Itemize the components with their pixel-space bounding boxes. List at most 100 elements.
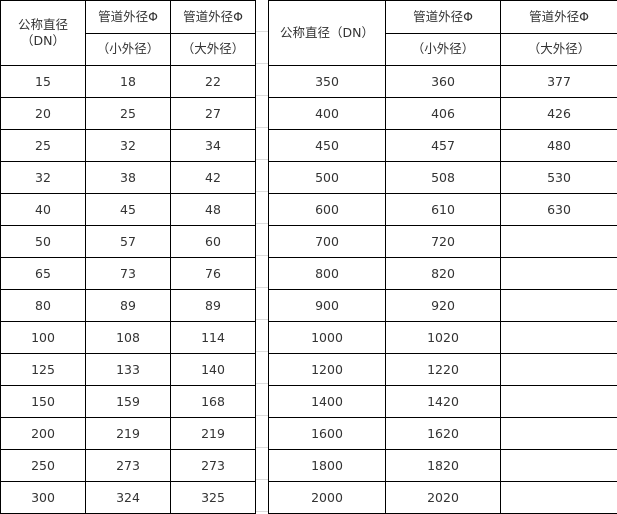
table-cell: 100 (1, 322, 86, 354)
table-cell: 1200 (269, 354, 386, 386)
table-cell: 76 (171, 258, 256, 290)
table-cell: 32 (86, 130, 171, 162)
table-cell: 2000 (269, 482, 386, 514)
table-cell: 45 (86, 194, 171, 226)
table-cell: 920 (386, 290, 501, 322)
table-cell (501, 450, 617, 482)
header-nominal-diameter: 公称直径（DN） (1, 1, 86, 66)
table-cell (501, 354, 617, 386)
table-cell: 89 (86, 290, 171, 322)
table-cell: 377 (501, 66, 617, 98)
table-cell: 820 (386, 258, 501, 290)
table-cell: 508 (386, 162, 501, 194)
table-cell: 406 (386, 98, 501, 130)
table-cell: 300 (1, 482, 86, 514)
table-cell: 219 (86, 418, 171, 450)
table-cell (501, 322, 617, 354)
table-cell: 324 (86, 482, 171, 514)
header-nominal-diameter: 公称直径（DN） (269, 1, 386, 66)
header-outer-diameter-large: 管道外径Φ (171, 1, 256, 34)
header-outer-diameter-small: 管道外径Φ (86, 1, 171, 34)
table-cell: 40 (1, 194, 86, 226)
table-cell: 450 (269, 130, 386, 162)
table-cell: 159 (86, 386, 171, 418)
table-cell: 15 (1, 66, 86, 98)
table-cell: 34 (171, 130, 256, 162)
table-cell: 250 (1, 450, 86, 482)
table-cell: 426 (501, 98, 617, 130)
table-cell: 22 (171, 66, 256, 98)
header-small-sub: （小外径） (86, 33, 171, 66)
table-cell: 42 (171, 162, 256, 194)
table-cell: 1420 (386, 386, 501, 418)
table-cell: 133 (86, 354, 171, 386)
table-cell: 73 (86, 258, 171, 290)
table-cell: 219 (171, 418, 256, 450)
table-cell (501, 258, 617, 290)
table-cell: 140 (171, 354, 256, 386)
table-cell (501, 386, 617, 418)
table-cell: 108 (86, 322, 171, 354)
table-cell: 400 (269, 98, 386, 130)
table-cell: 500 (269, 162, 386, 194)
table-cell: 700 (269, 226, 386, 258)
table-cell: 900 (269, 290, 386, 322)
header-line: 公称直径 (18, 17, 68, 32)
table-cell (501, 226, 617, 258)
table-cell: 25 (1, 130, 86, 162)
table-cell: 25 (86, 98, 171, 130)
table-cell: 150 (1, 386, 86, 418)
table-cell (501, 482, 617, 514)
table-cell: 1220 (386, 354, 501, 386)
table-cell: 273 (86, 450, 171, 482)
table-cell: 200 (1, 418, 86, 450)
table-cell (501, 290, 617, 322)
table-cell: 50 (1, 226, 86, 258)
table-cell: 720 (386, 226, 501, 258)
table-cell: 1820 (386, 450, 501, 482)
header-outer-diameter-small: 管道外径Φ (386, 1, 501, 34)
table-cell: 610 (386, 194, 501, 226)
table-cell: 48 (171, 194, 256, 226)
table-cell: 80 (1, 290, 86, 322)
header-large-sub: （大外径） (501, 33, 617, 66)
table-cell: 1800 (269, 450, 386, 482)
table-cell (501, 418, 617, 450)
table-cell: 350 (269, 66, 386, 98)
table-cell: 18 (86, 66, 171, 98)
table-cell: 1620 (386, 418, 501, 450)
table-cell: 20 (1, 98, 86, 130)
header-large-sub: （大外径） (171, 33, 256, 66)
table-cell: 600 (269, 194, 386, 226)
table-cell: 65 (1, 258, 86, 290)
table-cell: 32 (1, 162, 86, 194)
table-cell: 800 (269, 258, 386, 290)
table-cell: 125 (1, 354, 86, 386)
header-small-sub: （小外径） (386, 33, 501, 66)
table-cell: 1600 (269, 418, 386, 450)
table-cell: 457 (386, 130, 501, 162)
